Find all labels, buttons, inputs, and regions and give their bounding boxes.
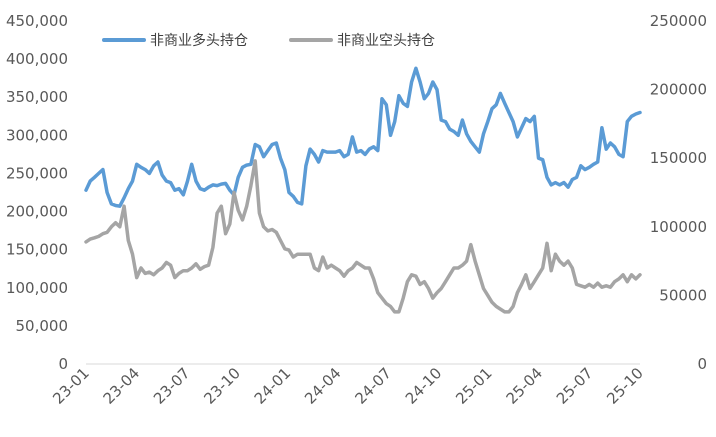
x-tick-label: 25-01 — [452, 364, 496, 408]
x-tick-label: 24-01 — [251, 364, 295, 408]
y-right-tick-label: 100000 — [650, 218, 707, 236]
x-tick-label: 25-07 — [553, 364, 597, 408]
y-left-tick-label: 50,000 — [16, 317, 69, 335]
series-layer — [84, 66, 642, 314]
series-line-short-positions — [84, 159, 642, 314]
x-tick-label: 23-04 — [100, 364, 144, 408]
x-tick-label: 23-07 — [150, 364, 194, 408]
y-left-tick-label: 200,000 — [6, 203, 68, 221]
x-tick-label: 25-10 — [603, 364, 647, 408]
x-tick-label: 25-04 — [503, 364, 547, 408]
y-right-tick-label: 200000 — [650, 81, 707, 99]
legend-label: 非商业多头持仓 — [150, 32, 248, 49]
y-right-tick-label: 150000 — [650, 149, 707, 167]
legend: 非商业多头持仓 非商业空头持仓 — [102, 32, 435, 49]
x-tick-label: 24-10 — [402, 364, 446, 408]
y-left-tick-label: 100,000 — [6, 279, 68, 297]
series-line-long-positions — [84, 66, 642, 208]
x-tick-label: 24-07 — [351, 364, 395, 408]
y-left-tick-label: 450,000 — [6, 12, 68, 30]
y-left-tick-label: 300,000 — [6, 126, 68, 144]
y-left-tick-label: 250,000 — [6, 164, 68, 182]
y-right-tick-label: 0 — [697, 355, 707, 373]
y-left-tick-label: 350,000 — [6, 88, 68, 106]
y-left-tick-label: 150,000 — [6, 241, 68, 259]
y-right-tick-label: 50000 — [659, 286, 707, 304]
x-tick-label: 23-01 — [49, 364, 93, 408]
y-left-tick-label: 0 — [58, 355, 68, 373]
y-right-tick-label: 250000 — [650, 12, 707, 30]
axes-layer: 0 50,000 100,000 150,000 200,000 250,000 300,0… — [6, 12, 707, 408]
x-tick-label: 23-10 — [200, 364, 244, 408]
y-left-tick-label: 400,000 — [6, 50, 68, 68]
legend-label: 非商业空头持仓 — [337, 33, 435, 49]
x-tick-label: 24-04 — [301, 364, 345, 408]
